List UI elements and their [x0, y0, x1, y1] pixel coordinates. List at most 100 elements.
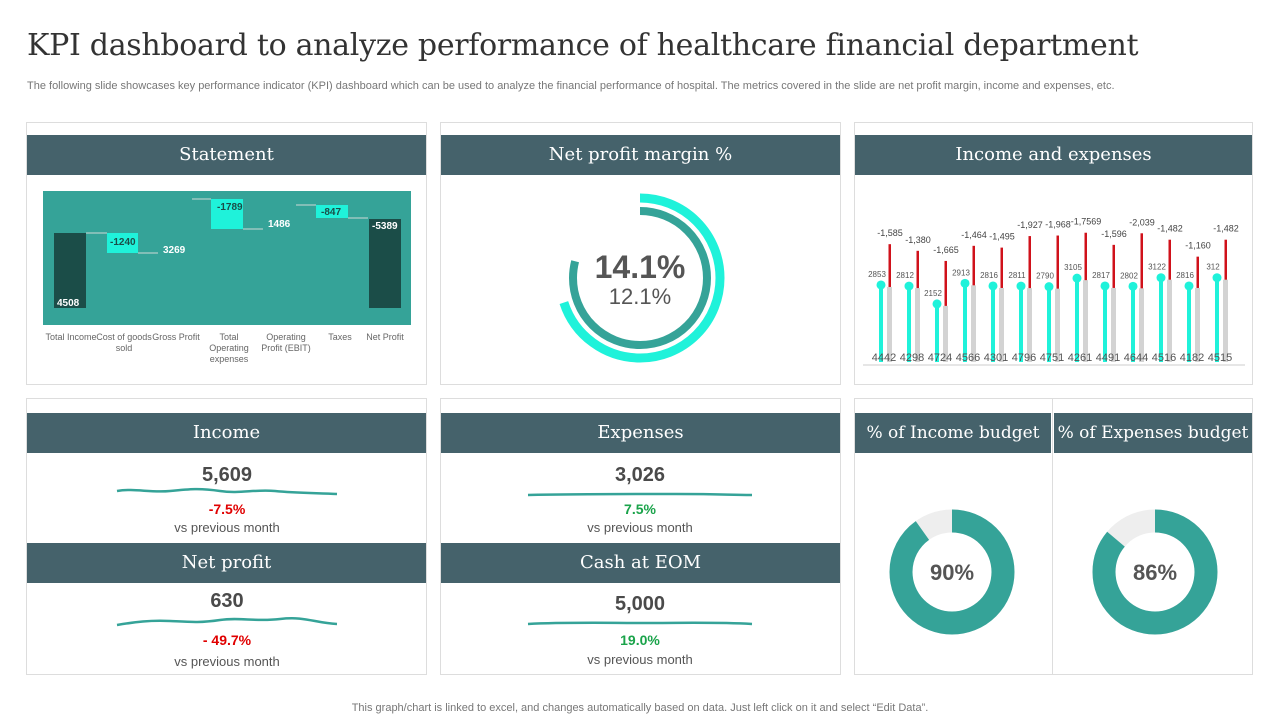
net-profit-value: 630 [210, 590, 244, 612]
expenses-sparkline [527, 492, 753, 497]
income-bar [999, 287, 1004, 362]
statement-waterfall-chart[interactable]: 4508 -1240 3269 -1789 1486 -847 -5389 [0, 0, 440, 380]
waterfall-category-label: Total Operating expenses [209, 332, 249, 364]
waterfall-bar [107, 233, 138, 253]
profit-label: 3105 [1064, 263, 1082, 272]
income-bar [1083, 280, 1088, 362]
waterfall-bar [54, 233, 86, 308]
income-bar [887, 286, 892, 362]
waterfall-value-label: -847 [321, 207, 341, 218]
profit-dot [1128, 281, 1138, 291]
income-note: vs previous month [174, 520, 280, 535]
expense-label: -1,160 [1185, 241, 1211, 251]
cash-eom-header: Cash at EOM [441, 543, 840, 583]
profit-label: 2817 [1092, 271, 1110, 280]
profit-dot [1212, 273, 1222, 283]
expense-label: -1,927 [1017, 220, 1043, 230]
expense-label: -1,665 [933, 245, 959, 255]
waterfall-category-label: Cost of goods sold [96, 332, 152, 353]
income-bar [1055, 288, 1060, 362]
profit-bar [1019, 286, 1023, 362]
waterfall-category-label: Total Income [45, 332, 97, 342]
waterfall-category-label: Taxes [328, 332, 352, 342]
profit-label: 2816 [980, 271, 998, 280]
income-sparkline [116, 487, 338, 496]
income-bar [915, 288, 920, 362]
profit-dot [988, 281, 998, 291]
expense-label: -2,039 [1129, 217, 1155, 227]
profit-dot [1072, 273, 1082, 283]
profit-bar [1131, 286, 1135, 362]
expenses-budget-header: % of Expenses budget [1054, 413, 1252, 453]
income-budget-donut: 90% [889, 509, 1015, 635]
profit-bar [1187, 285, 1191, 362]
income-bar [1195, 287, 1200, 362]
waterfall-category-label: Operating Profit (EBIT) [261, 332, 311, 353]
profit-bar [963, 283, 967, 362]
secondary-value: 12.1% [609, 284, 671, 309]
income-label: 4796 [1012, 352, 1036, 364]
profit-label: 2790 [1036, 272, 1054, 281]
income-bar [971, 285, 976, 362]
expense-bar [1140, 233, 1143, 289]
footer-note: This graph/chart is linked to excel, and… [351, 702, 929, 714]
primary-value: 14.1% [595, 249, 686, 285]
profit-bar [1075, 278, 1079, 362]
cash-eom-value: 5,000 [614, 593, 666, 615]
income-expenses-header: Income and expenses [855, 135, 1252, 175]
profit-label: 2152 [924, 289, 942, 298]
waterfall-value-label: 1486 [268, 219, 291, 230]
income-label: 4516 [1152, 352, 1176, 364]
expenses-budget-donut: 86% [1092, 509, 1218, 635]
expense-label: -1,482 [1213, 224, 1239, 234]
waterfall-value-label: 3269 [163, 245, 186, 256]
income-budget-header: % of Income budget [855, 413, 1051, 453]
expense-label: -1,596 [1101, 229, 1127, 239]
income-label: 4182 [1180, 352, 1204, 364]
expense-label: -1,482 [1157, 224, 1183, 234]
profit-bar [991, 285, 995, 362]
net-profit-header: Net profit [27, 543, 426, 583]
profit-label: 2812 [896, 271, 914, 280]
profit-bar [907, 286, 911, 362]
net-profit-margin-gauge: 14.1% 12.1% [555, 193, 725, 363]
profit-bar [879, 284, 883, 362]
income-label: 4751 [1040, 352, 1064, 364]
expense-bar [1028, 236, 1031, 289]
profit-label: 2811 [1008, 271, 1026, 280]
profit-bar [1103, 285, 1107, 362]
net-profit-note: vs previous month [174, 654, 280, 669]
income-expenses-chart[interactable]: -1,585 2853 4442 -1,380 2812 4298 -1,665 2152 47… [855, 180, 1252, 380]
cash-eom-sparkline [527, 621, 753, 626]
net-profit-margin-header: Net profit margin % [441, 135, 840, 175]
expense-bar [888, 244, 891, 287]
profit-dot [1044, 282, 1054, 292]
profit-dot [876, 280, 886, 290]
cash-eom-note: vs previous month [587, 652, 693, 667]
income-header: Income [27, 413, 426, 453]
profit-label: 3122 [1148, 263, 1166, 272]
expense-bar [1084, 232, 1087, 281]
profit-label: 2816 [1176, 271, 1194, 280]
expenses-note: vs previous month [587, 520, 693, 535]
profit-dot [904, 281, 914, 291]
income-budget-value: 90% [930, 560, 974, 585]
expense-label: -1,464 [961, 230, 987, 240]
income-label: 4644 [1124, 352, 1148, 364]
expenses-budget-value: 86% [1133, 560, 1177, 585]
profit-dot [1184, 281, 1194, 291]
income-label: 4298 [900, 352, 924, 364]
profit-label: 2853 [868, 270, 886, 279]
expense-bar [1224, 239, 1227, 280]
income-bar [1223, 279, 1228, 362]
net-profit-sparkline [116, 617, 338, 627]
profit-dot [932, 299, 942, 309]
expenses-header: Expenses [441, 413, 840, 453]
waterfall-bar [369, 219, 401, 308]
profit-bar [1159, 277, 1163, 362]
income-bar [1139, 288, 1144, 362]
income-bar [1027, 288, 1032, 362]
income-value: 5,609 [201, 464, 253, 486]
cash-eom-change: 19.0% [620, 632, 660, 648]
profit-dot [960, 278, 970, 288]
